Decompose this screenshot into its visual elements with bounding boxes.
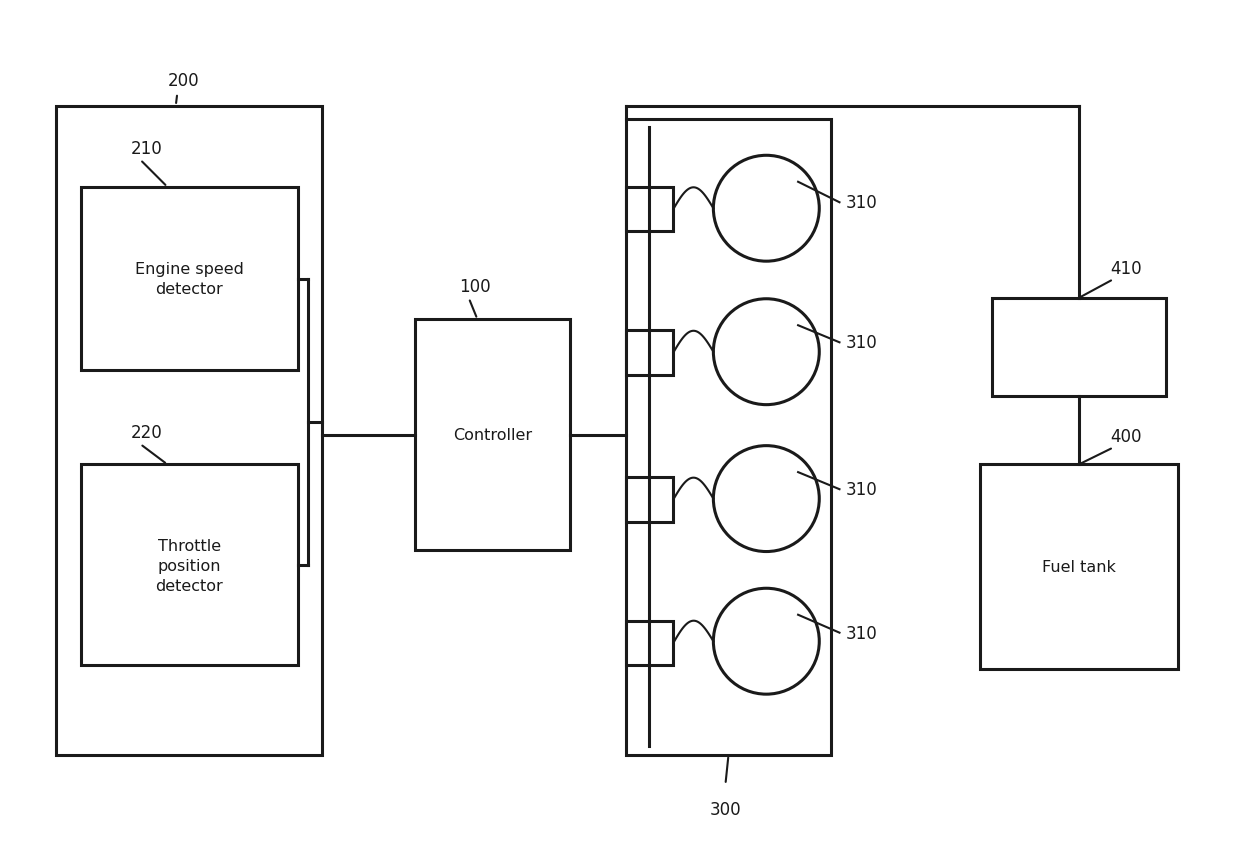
Text: 400: 400 <box>1110 427 1142 445</box>
Text: 200: 200 <box>167 72 200 90</box>
Bar <box>56 107 322 755</box>
Text: 410: 410 <box>1110 259 1142 277</box>
Text: Fuel tank: Fuel tank <box>1042 560 1116 575</box>
Bar <box>81 465 298 665</box>
Bar <box>980 465 1178 670</box>
Text: 310: 310 <box>846 624 878 642</box>
Text: Engine speed
detector: Engine speed detector <box>135 262 243 297</box>
Bar <box>415 320 570 550</box>
Bar <box>81 188 298 371</box>
Text: 210: 210 <box>130 140 162 158</box>
Text: 310: 310 <box>846 480 878 499</box>
Text: 310: 310 <box>846 334 878 352</box>
Bar <box>626 119 831 755</box>
Ellipse shape <box>713 299 820 405</box>
Bar <box>626 478 673 522</box>
Ellipse shape <box>713 589 820 694</box>
Text: 310: 310 <box>846 194 878 212</box>
Bar <box>992 299 1166 397</box>
Bar <box>626 621 673 665</box>
Text: Throttle
position
detector: Throttle position detector <box>155 538 223 593</box>
Ellipse shape <box>713 446 820 552</box>
Bar <box>626 331 673 375</box>
Text: Controller: Controller <box>454 427 532 443</box>
Ellipse shape <box>713 156 820 262</box>
Text: 100: 100 <box>459 278 491 296</box>
Text: 300: 300 <box>709 800 742 818</box>
Bar <box>626 188 673 232</box>
Text: 220: 220 <box>130 424 162 442</box>
